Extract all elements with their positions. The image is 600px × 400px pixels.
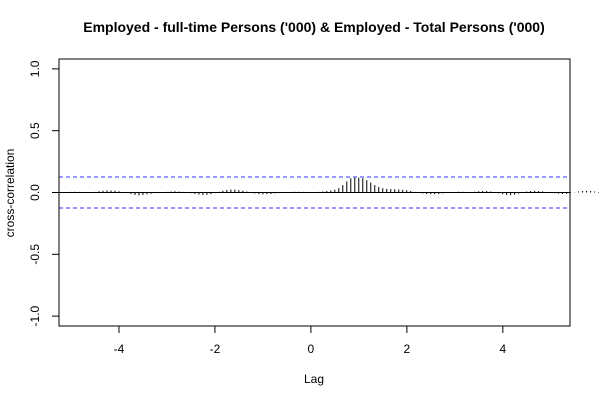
y-tick-label: -1.0: [28, 305, 42, 326]
x-tick-label: 2: [404, 342, 411, 356]
y-axis-label: cross-correlation: [3, 149, 17, 238]
y-tick-label: 0.5: [28, 122, 42, 139]
confidence-bands: [59, 176, 570, 209]
x-tick-label: -4: [114, 342, 125, 356]
chart-title: Employed - full-time Persons ('000) & Em…: [83, 19, 545, 35]
x-axis: -4 -2 0 2 4: [114, 325, 506, 356]
y-axis: -1.0 -0.5 0.0 0.5 1.0: [28, 60, 60, 326]
y-tick-label: 1.0: [28, 60, 42, 77]
x-tick-label: -2: [210, 342, 221, 356]
x-tick-label: 0: [308, 342, 315, 356]
y-tick-label: 0.0: [28, 184, 42, 201]
ccf-bars: [70, 177, 600, 196]
y-tick-label: -0.5: [28, 244, 42, 265]
x-axis-label: Lag: [304, 372, 324, 386]
x-tick-label: 4: [499, 342, 506, 356]
